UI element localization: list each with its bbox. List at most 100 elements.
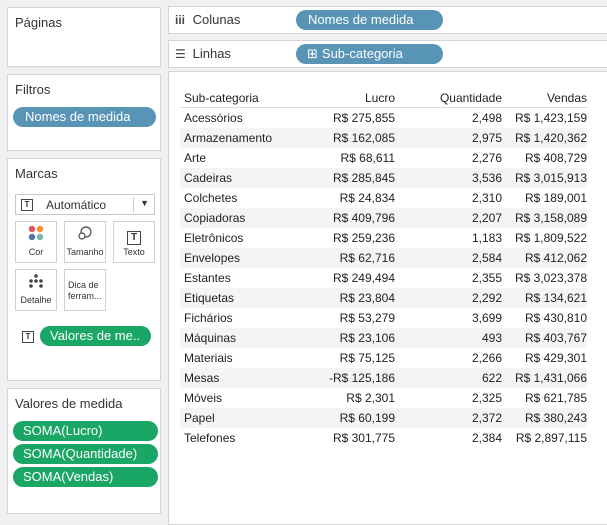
cell-sub-categoria[interactable]: Eletrônicos — [184, 231, 244, 245]
marks-detail-button[interactable]: Detalhe — [15, 269, 57, 311]
table-row: Acessórios R$ 275,855 2,498 R$ 1,423,159 — [180, 108, 587, 129]
cell-lucro: R$ 409,796 — [310, 208, 395, 228]
text-mark-field-icon: T — [22, 331, 34, 343]
marks-tooltip-label-line1: Dica de — [68, 280, 99, 290]
cell-vendas: R$ 3,158,089 — [502, 208, 587, 228]
cell-lucro: R$ 285,845 — [310, 168, 395, 188]
cell-sub-categoria[interactable]: Colchetes — [184, 191, 238, 205]
rows-shelf-label: ☰ Linhas — [175, 46, 231, 61]
cell-vendas: R$ 430,810 — [524, 311, 587, 325]
columns-shelf-label: iii Colunas — [175, 12, 241, 27]
cell-sub-categoria[interactable]: Cadeiras — [180, 168, 310, 188]
cell-sub-categoria[interactable]: Papel — [180, 408, 310, 428]
cell-sub-categoria[interactable]: Acessórios — [184, 111, 243, 125]
columns-icon: iii — [175, 13, 186, 27]
cell-sub-categoria[interactable]: Envelopes — [180, 248, 310, 268]
cell-quantidade: 2,584 — [395, 248, 502, 268]
marks-detail-label: Detalhe — [20, 295, 52, 305]
cell-vendas: R$ 1,420,362 — [502, 128, 587, 148]
mark-type-dropdown[interactable]: T Automático ▼ — [15, 194, 155, 215]
marks-text-pill-valores[interactable]: Valores de me.. — [40, 326, 151, 346]
table-row: Telefones R$ 301,775 2,384 R$ 2,897,115 — [180, 428, 587, 448]
cell-quantidade: 2,498 — [471, 111, 502, 125]
table-row: Materiais R$ 75,125 2,266 R$ 429,301 — [180, 348, 587, 368]
marks-size-label: Tamanho — [66, 247, 104, 257]
rows-pill-sub-categoria[interactable]: ⊞ Sub-categoria — [296, 44, 443, 64]
valores-de-medida-card: Valores de medida SOMA(Lucro) SOMA(Quant… — [7, 388, 161, 514]
cell-lucro: R$ 75,125 — [339, 351, 395, 365]
cell-quantidade: 622 — [395, 368, 502, 388]
cell-quantidade: 2,372 — [395, 408, 502, 428]
table-row: Armazenamento R$ 162,085 2,975 R$ 1,420,362 — [180, 128, 587, 148]
table-row: Máquinas R$ 23,106 493 R$ 403,767 — [180, 328, 587, 348]
cell-sub-categoria[interactable]: Etiquetas — [180, 288, 310, 308]
valores-title: Valores de medida — [15, 396, 123, 411]
cell-lucro: R$ 68,611 — [340, 151, 396, 165]
header-lucro[interactable]: Lucro — [310, 88, 395, 108]
marks-text-button[interactable]: T Texto — [113, 221, 155, 263]
table-row: Etiquetas R$ 23,804 2,292 R$ 134,621 — [180, 288, 587, 308]
cell-vendas: R$ 2,897,115 — [515, 431, 587, 445]
rows-shelf[interactable]: ☰ Linhas ⊞ Sub-categoria — [168, 40, 607, 68]
marks-color-button[interactable]: Cor — [15, 221, 57, 263]
filter-pill-nomes-de-medida[interactable]: Nomes de medida — [13, 107, 156, 127]
crosstab-table: Sub-categoria Lucro Quantidade Vendas Ac… — [180, 88, 587, 448]
table-row: Papel R$ 60,199 2,372 R$ 380,243 — [180, 408, 587, 428]
cell-quantidade: 2,292 — [395, 288, 502, 308]
cell-sub-categoria[interactable]: Armazenamento — [180, 128, 310, 148]
cell-lucro: R$ 249,494 — [332, 271, 395, 285]
cell-quantidade: 2,355 — [471, 271, 502, 285]
cell-lucro: R$ 275,855 — [332, 111, 395, 125]
cell-vendas: R$ 1,431,066 — [502, 368, 587, 388]
cell-quantidade: 2,207 — [395, 208, 502, 228]
measure-pill-soma-lucro[interactable]: SOMA(Lucro) — [13, 421, 158, 441]
columns-pill-nomes-de-medida[interactable]: Nomes de medida — [296, 10, 443, 30]
cell-lucro: R$ 259,236 — [332, 231, 395, 245]
cell-sub-categoria[interactable]: Móveis — [184, 391, 223, 405]
table-row: Móveis R$ 2,301 2,325 R$ 621,785 — [180, 388, 587, 408]
cell-lucro: R$ 23,804 — [310, 288, 395, 308]
table-row: Mesas -R$ 125,186 622 R$ 1,431,066 — [180, 368, 587, 388]
measure-pill-soma-quantidade[interactable]: SOMA(Quantidade) — [13, 444, 158, 464]
color-icon — [16, 225, 56, 247]
cell-sub-categoria[interactable]: Fichários — [184, 311, 233, 325]
table-row: Eletrônicos R$ 259,236 1,183 R$ 1,809,522 — [180, 228, 587, 248]
cell-sub-categoria[interactable]: Materiais — [184, 351, 233, 365]
table-row: Colchetes R$ 24,834 2,310 R$ 189,001 — [180, 188, 587, 208]
measure-pill-soma-vendas[interactable]: SOMA(Vendas) — [13, 467, 158, 487]
cell-vendas: R$ 412,062 — [502, 248, 587, 268]
cell-sub-categoria[interactable]: Copiadoras — [180, 208, 310, 228]
view-area: Sub-categoria Lucro Quantidade Vendas Ac… — [168, 71, 607, 525]
cell-sub-categoria[interactable]: Mesas — [180, 368, 310, 388]
cell-lucro: R$ 2,301 — [346, 391, 395, 405]
table-row: Cadeiras R$ 285,845 3,536 R$ 3,015,913 — [180, 168, 587, 188]
expand-icon: ⊞ — [307, 46, 318, 61]
filtros-title: Filtros — [15, 82, 51, 97]
marks-tooltip-button[interactable]: Dica de ferram... — [64, 269, 106, 311]
cell-vendas: R$ 3,023,378 — [514, 271, 587, 285]
cell-quantidade: 1,183 — [471, 231, 502, 245]
cell-sub-categoria[interactable]: Estantes — [184, 271, 231, 285]
header-vendas[interactable]: Vendas — [502, 88, 587, 108]
cell-vendas: R$ 189,001 — [524, 191, 587, 205]
cell-quantidade: 2,276 — [471, 151, 502, 165]
columns-shelf[interactable]: iii Colunas Nomes de medida — [168, 6, 607, 34]
cell-vendas: R$ 403,767 — [502, 328, 587, 348]
text-mark-icon: T — [21, 199, 33, 211]
detail-icon — [16, 273, 56, 295]
header-quantidade[interactable]: Quantidade — [395, 88, 502, 108]
cell-quantidade: 2,266 — [471, 351, 502, 365]
cell-vendas: R$ 429,301 — [524, 351, 587, 365]
text-icon: T — [114, 225, 154, 247]
cell-sub-categoria[interactable]: Arte — [184, 151, 207, 165]
table-row: Arte R$ 68,611 2,276 R$ 408,729 — [180, 148, 587, 168]
header-sub-categoria[interactable]: Sub-categoria — [180, 88, 310, 108]
rows-pill-label: Sub-categoria — [321, 46, 403, 61]
rows-icon: ☰ — [175, 47, 186, 61]
marks-size-button[interactable]: Tamanho — [64, 221, 106, 263]
cell-quantidade: 2,310 — [471, 191, 502, 205]
cell-vendas: R$ 621,785 — [524, 391, 587, 405]
cell-sub-categoria[interactable]: Telefones — [184, 431, 236, 445]
cell-sub-categoria[interactable]: Máquinas — [180, 328, 310, 348]
cell-quantidade: 3,699 — [471, 311, 502, 325]
